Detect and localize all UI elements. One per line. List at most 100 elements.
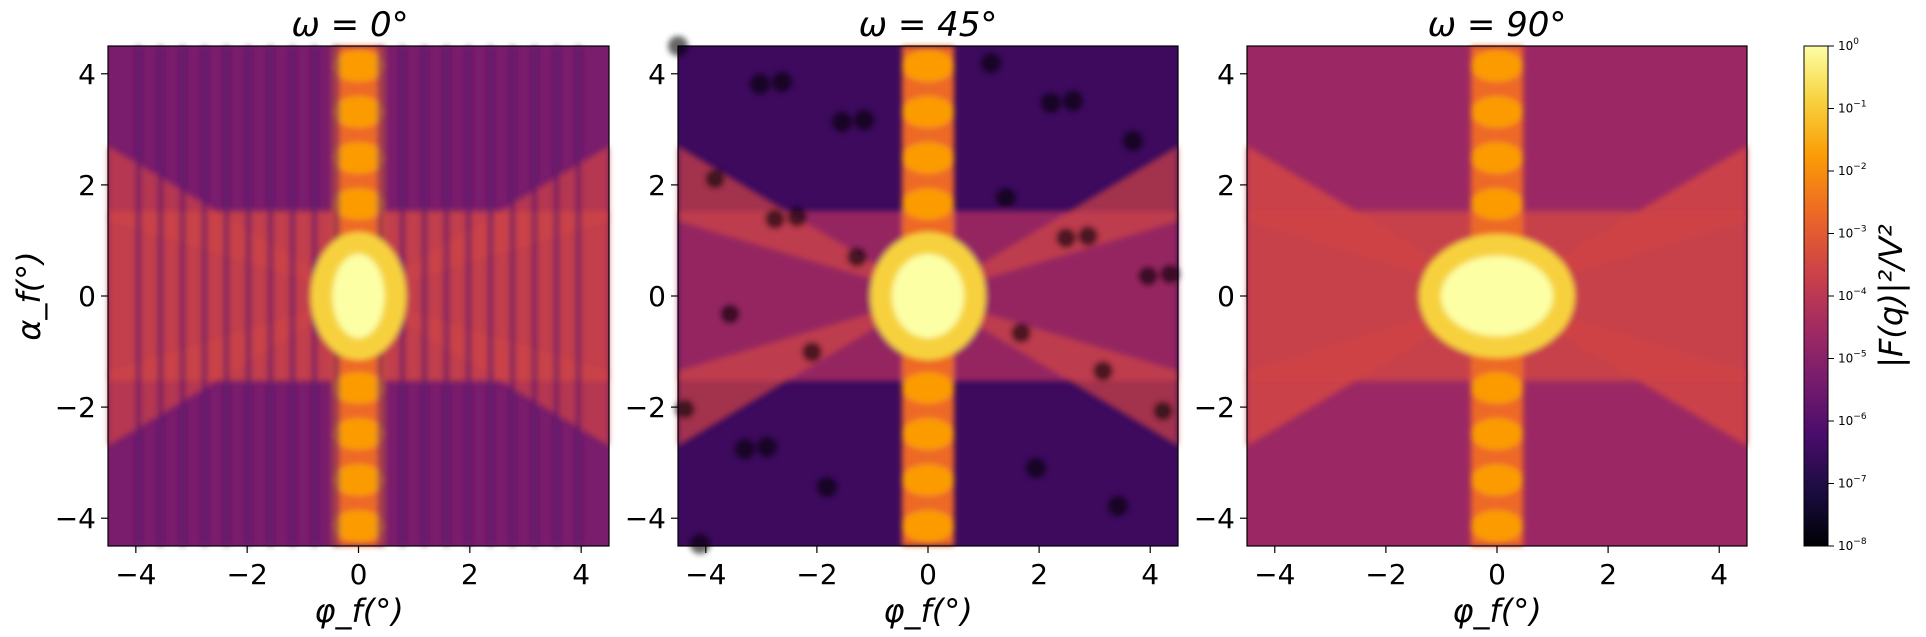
heatmap-minimum [1093, 361, 1113, 381]
heatmap-lobe [1471, 96, 1523, 128]
heatmap-minimum [757, 437, 777, 457]
colorbar-label: |F(q)|²/V² [1872, 224, 1910, 368]
heatmap-fringe [135, 46, 142, 546]
heatmap-intensity [1247, 46, 1747, 546]
x-tick-label: 2 [1599, 558, 1617, 591]
y-axis-label: α_f(°) [10, 251, 48, 340]
heatmap-lobe [1471, 464, 1523, 496]
heatmap-minimum [802, 342, 822, 362]
heatmap-streak [928, 146, 1178, 296]
y-tick-label: 4 [78, 58, 96, 91]
heatmap-fringe [531, 46, 538, 546]
x-axis: −4 −2 0 2 4 [685, 546, 1159, 591]
heatmap-minimum [750, 74, 770, 94]
heatmap-minimum [720, 304, 740, 324]
y-tick-label: 4 [648, 58, 666, 91]
heatmap-lobe [332, 418, 385, 450]
y-tick-label: −2 [1194, 391, 1235, 424]
colorbar-tick-label: 10−7 [1838, 475, 1867, 491]
heatmap-fringe [509, 46, 516, 546]
x-axis: −4 −2 0 2 4 [1254, 546, 1728, 591]
heatmap-streak [1497, 296, 1747, 446]
x-tick-label: 4 [1141, 558, 1159, 591]
heatmap-lobe [332, 188, 385, 220]
heatmap-lobe [332, 50, 385, 82]
heatmap-fringe [443, 46, 450, 546]
heatmap-streak [358, 146, 609, 296]
heatmap-fringe [575, 46, 582, 546]
heatmap-streak [108, 296, 359, 446]
x-tick-label: −2 [227, 558, 268, 591]
heatmap-fringe [465, 46, 472, 546]
y-tick-label: −2 [55, 391, 96, 424]
heatmap-minimum [1011, 323, 1031, 343]
heatmap-area [668, 36, 1180, 554]
panel-title: ω = 45° [859, 5, 998, 45]
heatmap-lobe [332, 510, 385, 542]
heatmap-minimum [772, 72, 792, 92]
x-tick-label: 0 [1488, 558, 1506, 591]
y-axis: −4 −2 0 2 4 [55, 58, 108, 535]
y-axis: −4 −2 0 2 4 [1194, 58, 1247, 535]
heatmap-peak [892, 254, 964, 338]
heatmap-minimum [1160, 264, 1180, 284]
heatmap-minimum [854, 110, 874, 130]
y-tick-label: 2 [648, 169, 666, 202]
heatmap-fringe [553, 46, 560, 546]
x-axis: −4 −2 0 2 4 [115, 546, 590, 591]
y-tick-label: −4 [1194, 502, 1235, 535]
colorbar-tick-label: 10−1 [1838, 100, 1867, 116]
y-axis: −4 −2 0 2 4 [625, 58, 678, 535]
heatmap-lobe [902, 142, 954, 174]
heatmap-minimum [817, 477, 837, 497]
heatmap-streak [108, 146, 359, 296]
heatmap-lobe [902, 510, 954, 542]
colorbar-gradient [1803, 45, 1829, 547]
y-tick-label: 0 [78, 280, 96, 313]
heatmap-streak [678, 296, 928, 446]
heatmap-fringe [267, 46, 274, 546]
heatmap-minimum [735, 439, 755, 459]
heatmap-fringe [157, 46, 164, 546]
colorbar-tick-label: 10−3 [1838, 225, 1867, 241]
panel-omega-0: ω = 0° −4 −2 0 2 4 −4 −2 0 2 4 φ_f(°) α_f(°) [10, 5, 610, 630]
x-tick-label: −2 [796, 558, 837, 591]
heatmap-intensity [668, 36, 1180, 554]
heatmap-minimum [1108, 496, 1128, 516]
heatmap-lobe [1471, 50, 1523, 82]
heatmap-minimum [1063, 91, 1083, 111]
y-tick-label: −4 [625, 502, 666, 535]
y-tick-label: −4 [55, 502, 96, 535]
x-tick-label: 2 [461, 558, 479, 591]
x-tick-label: 0 [350, 558, 368, 591]
heatmap-lobe [902, 372, 954, 404]
x-tick-label: −4 [685, 558, 726, 591]
heatmap-fringe [179, 46, 186, 546]
colorbar-tick-label: 10−6 [1838, 412, 1867, 428]
colorbar-tick-label: 10−2 [1838, 162, 1867, 178]
heatmap-fringe [421, 46, 428, 546]
heatmap-area [1247, 46, 1747, 546]
heatmap-minimum [1123, 131, 1143, 151]
heatmap-minimum [705, 169, 725, 189]
panel-omega-45: ω = 45° −4 −2 0 2 4 −4 −2 0 2 4 φ_f(°) [625, 5, 1180, 630]
heatmap-streak [1247, 296, 1497, 446]
heatmap-lobe [902, 96, 954, 128]
heatmap-lobe [902, 188, 954, 220]
y-tick-label: 2 [1217, 169, 1235, 202]
colorbar: 100 10−1 10−2 10−3 10−4 10−5 10−6 10−7 10−8 |F(q… [1803, 37, 1910, 553]
heatmap-fringe [487, 46, 494, 546]
x-axis-label: φ_f(°) [314, 592, 403, 630]
x-tick-label: −4 [1254, 558, 1295, 591]
colorbar-tick-label: 10−4 [1838, 287, 1867, 303]
heatmap-lobe [902, 50, 954, 82]
y-tick-label: 0 [1217, 280, 1235, 313]
x-tick-label: −2 [1365, 558, 1406, 591]
x-tick-label: 4 [572, 558, 590, 591]
heatmap-lobe [1471, 188, 1523, 220]
heatmap-fringe [245, 46, 252, 546]
panel-omega-90: ω = 90° −4 −2 0 2 4 −4 −2 0 2 4 φ_f(°) [1194, 5, 1748, 630]
heatmap-lobe [1471, 418, 1523, 450]
colorbar-ticks: 100 10−1 10−2 10−3 10−4 10−5 10−6 10−7 10−8 [1828, 37, 1867, 553]
